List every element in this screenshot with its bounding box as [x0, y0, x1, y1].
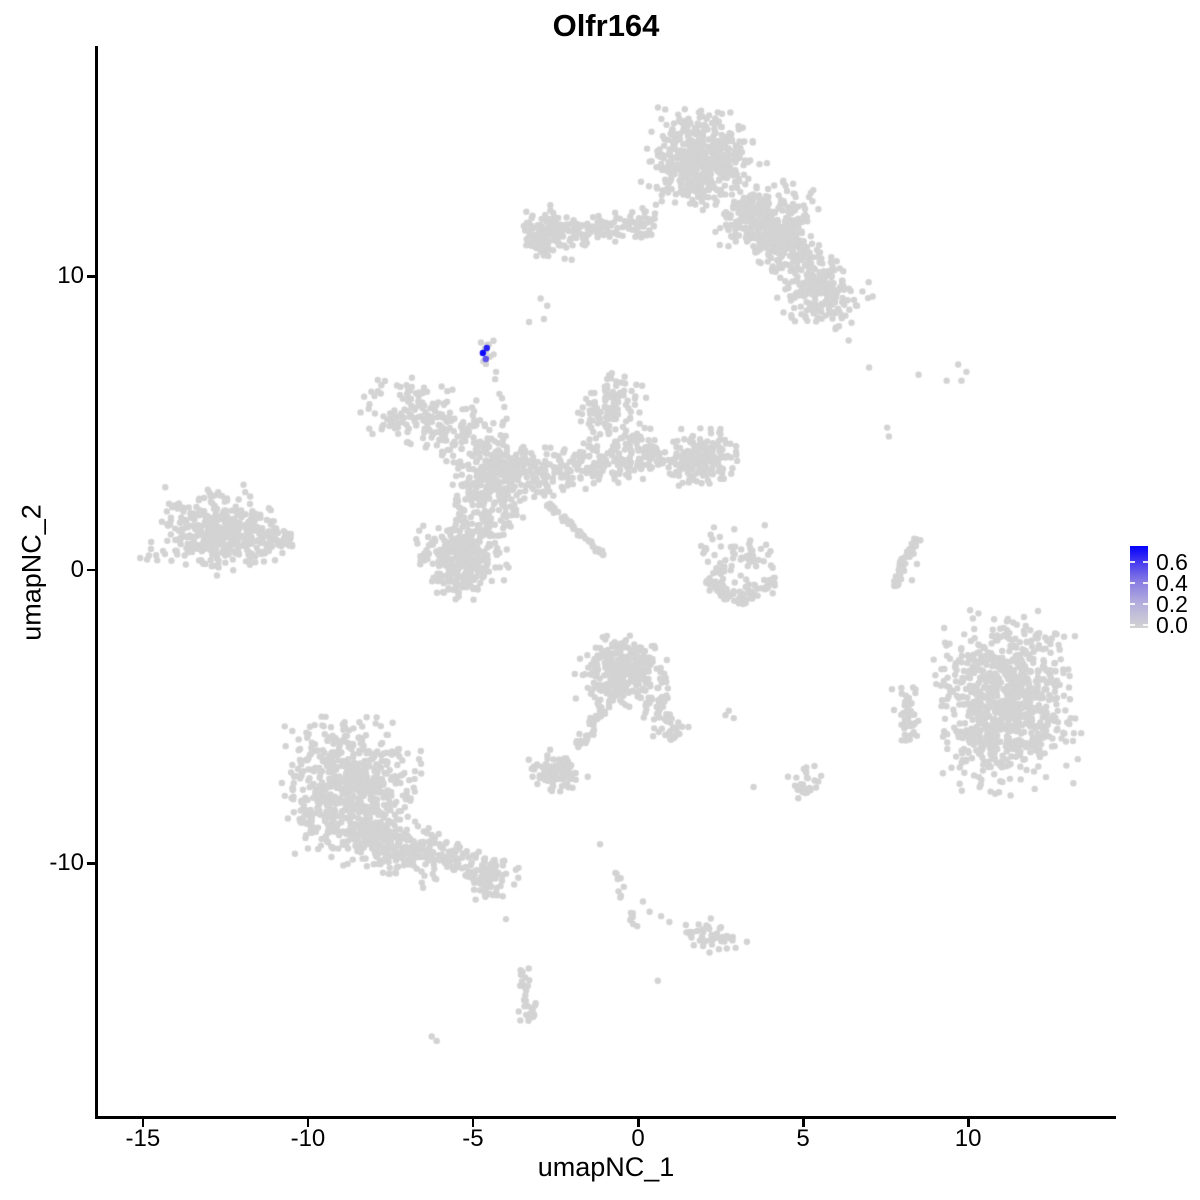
colorbar-label: 0.2: [1156, 591, 1188, 617]
x-tick: [141, 1119, 145, 1127]
x-tick-label: 0: [631, 1125, 645, 1152]
x-tick: [471, 1119, 475, 1127]
y-axis-line: [95, 46, 98, 1119]
colorbar-label: 0.6: [1156, 549, 1188, 575]
x-tick-label: 10: [954, 1125, 982, 1152]
colorbar-tick: [1130, 561, 1135, 563]
y-axis-title: umapNC_2: [16, 504, 47, 641]
x-tick: [802, 1119, 805, 1127]
plot-title: Olfr164: [552, 8, 660, 43]
colorbar-label: 0.4: [1156, 570, 1188, 596]
y-tick: [87, 568, 95, 572]
x-tick-label: -10: [290, 1125, 326, 1152]
y-tick: [87, 275, 95, 278]
colorbar-tick: [1143, 561, 1148, 563]
x-tick-label: -15: [125, 1125, 161, 1152]
x-axis-line: [95, 1116, 1116, 1119]
x-tick: [967, 1119, 970, 1127]
x-tick-label: 5: [796, 1125, 810, 1152]
expression-colorbar-legend: 0.6 0.4 0.2 0.0: [1124, 540, 1200, 644]
colorbar-tick: [1143, 603, 1148, 605]
colorbar-label: 0.0: [1156, 612, 1188, 638]
colorbar-tick: [1143, 582, 1148, 584]
colorbar-tick: [1143, 624, 1148, 626]
colorbar-tick: [1130, 582, 1135, 584]
colorbar-gradient: [1130, 546, 1148, 628]
y-tick-label: 0: [70, 555, 84, 583]
colorbar-tick: [1130, 603, 1135, 605]
y-tick-label: 10: [57, 262, 84, 290]
x-tick: [637, 1119, 640, 1127]
x-tick-label: -5: [462, 1125, 484, 1152]
x-axis-title: umapNC_1: [537, 1152, 675, 1182]
x-tick: [306, 1119, 310, 1127]
colorbar-tick: [1130, 624, 1135, 626]
y-tick: [87, 862, 95, 865]
y-tick-label: -10: [49, 849, 84, 877]
